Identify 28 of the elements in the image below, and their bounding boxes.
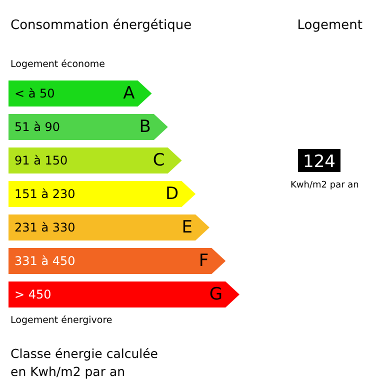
y-tick-label: F [198,251,209,271]
bar [8,114,168,140]
y-tick-label: D [166,184,179,204]
text: Kwh/m2 par an [290,180,359,190]
annotation: 151 à 230 [14,187,76,201]
annotation: 51 à 90 [14,120,60,134]
annotation: > 450 [14,288,52,302]
y-tick-label: B [139,117,151,137]
text: Logement économe [10,59,106,70]
bar [8,148,182,174]
bar [8,181,196,207]
bar [8,80,152,106]
annotation: 91 à 150 [14,154,68,168]
bar [8,214,210,240]
text: Logement énergivore [10,315,112,326]
annotation: 231 à 330 [14,220,76,234]
text: Logement [297,18,363,33]
y-tick-label: G [209,284,223,304]
y-tick-label: C [152,150,165,170]
y-tick-label: A [123,84,136,104]
annotation: 331 à 450 [14,254,76,268]
bar [8,248,226,274]
chart-title: Consommation énergétique [10,18,192,33]
text: 124 [303,152,336,172]
y-tick-label: E [182,218,192,238]
annotation: < à 50 [14,86,55,100]
bar [8,282,240,308]
text: Classe énergie calculée en Kwh/m2 par an [10,346,158,379]
